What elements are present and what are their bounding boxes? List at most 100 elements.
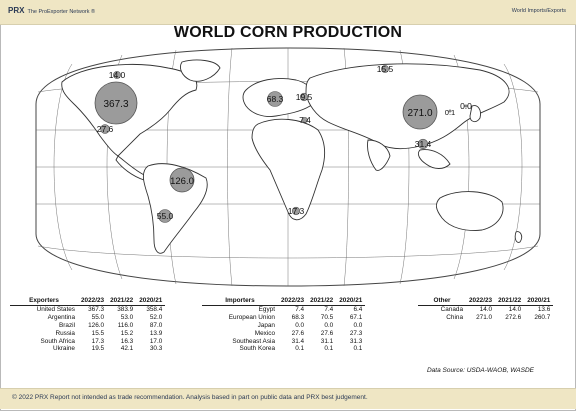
cell: 55.0 (91, 314, 105, 322)
japan (469, 105, 481, 123)
row-label: Southeast Asia (232, 337, 275, 345)
cell: 14.0 (479, 306, 493, 314)
africa (251, 118, 326, 221)
cell: 367.3 (88, 306, 105, 314)
exporters-table: Exporters 2022/23 2021/22 2020/21 United… (10, 296, 166, 353)
cell: 260.7 (534, 314, 551, 322)
cell: 27.6 (320, 329, 334, 337)
row-label: Brazil (59, 321, 75, 329)
importers-table: Importers 2022/23 2021/22 2020/21 Egypt 7… (202, 296, 366, 353)
table-header-row: Importers 2022/23 2021/22 2020/21 (202, 296, 366, 306)
column-header: 2022/23 (78, 296, 108, 306)
other-table: Other 2022/23 2021/22 2020/21 Canada 14.0… (418, 296, 554, 322)
row-label: Canada (440, 306, 463, 314)
cell: 17.0 (149, 337, 163, 345)
bubble-label-european-union: 68.3 (267, 94, 284, 104)
cell: 14.0 (508, 306, 522, 314)
cell: 13.6 (537, 306, 551, 314)
cell: 0.0 (324, 321, 334, 329)
bubble-label-egypt: 7.4 (299, 115, 311, 125)
bubble-china (402, 94, 438, 130)
column-header: Importers (202, 296, 278, 306)
cell: 70.5 (320, 314, 334, 322)
table-row: China 271.0 272.6 260.7 (418, 314, 553, 322)
cell: 272.6 (505, 314, 522, 322)
southeast-asia (417, 149, 451, 169)
column-header: 2022/23 (466, 296, 496, 306)
bubble-egypt (302, 117, 308, 123)
bubble-label-south-korea: 0.1 (445, 108, 455, 117)
row-label: China (446, 314, 463, 322)
bubble-label-china: 271.0 (407, 108, 432, 119)
bubble-label-canada: 14.0 (109, 70, 126, 80)
brand-subtitle: The ProExporter Network ® (27, 9, 96, 15)
header-bar: PRX The ProExporter Network ® World Impor… (0, 0, 576, 25)
brand-name: PRX (8, 6, 25, 15)
bubble-brazil (169, 167, 195, 193)
table-row: Southeast Asia 31.4 31.1 31.3 (202, 337, 365, 345)
cell: 30.3 (149, 345, 163, 353)
bubble-label-brazil: 126.0 (170, 176, 194, 187)
cell: 7.4 (295, 306, 305, 314)
bubble-label-japan: 0.0 (460, 101, 472, 111)
cell: 7.4 (324, 306, 334, 314)
page-title: WORLD CORN PRODUCTION (173, 24, 403, 41)
cell: 126.0 (88, 321, 105, 329)
row-label: European Union (228, 314, 275, 322)
cell: 0.1 (353, 345, 363, 353)
cell: 31.4 (291, 337, 305, 345)
table-row: United States 367.3 383.9 358.4 (10, 306, 165, 314)
table-row: Ukraine 19.5 42.1 30.3 (10, 345, 165, 353)
table-row: South Africa 17.3 16.3 17.0 (10, 337, 165, 345)
bubble-label-united-states: 367.3 (103, 99, 128, 110)
cell: 358.4 (146, 306, 163, 314)
bubble-united-states (94, 81, 138, 125)
column-header: 2022/23 (278, 296, 308, 306)
bubble-label-south-africa: 17.3 (288, 206, 305, 216)
column-header: 2021/22 (307, 296, 337, 306)
bubble-european-union (267, 91, 283, 107)
cell: 0.1 (295, 345, 305, 353)
cell: 87.0 (149, 321, 163, 329)
row-label: Ukraine (52, 345, 75, 353)
bubble-japan (464, 104, 468, 108)
cell: 383.9 (117, 306, 134, 314)
cell: 17.3 (91, 337, 105, 345)
table-row: Brazil 126.0 116.0 87.0 (10, 322, 165, 330)
table-header-row: Other 2022/23 2021/22 2020/21 (418, 296, 554, 306)
table-row: Mexico 27.6 27.6 27.3 (202, 329, 365, 337)
bubble-south-africa (291, 206, 301, 216)
header-tagline: World Imports/Exports (511, 8, 566, 14)
bubble-label-argentina: 55.0 (157, 211, 174, 221)
bubble-label-ukraine: 19.5 (296, 92, 313, 102)
cell: 0.1 (324, 345, 334, 353)
cell: 27.6 (291, 329, 305, 337)
bubble-russia (381, 65, 389, 73)
cell: 42.1 (120, 345, 134, 353)
column-header: Other (418, 296, 466, 306)
table-row: European Union 68.3 70.5 67.1 (202, 314, 365, 322)
row-label: Russia (55, 329, 75, 337)
column-header: 2020/21 (524, 296, 554, 306)
cell: 31.1 (320, 337, 334, 345)
bubble-southeast-asia (417, 138, 429, 150)
world-map: 14.0 367.3 27.6 126.0 55.0 68.3 19.5 15.… (35, 47, 541, 287)
column-header: Exporters (10, 296, 78, 306)
cell: 16.3 (120, 337, 134, 345)
cell: 19.5 (91, 345, 105, 353)
row-label: Argentina (47, 314, 75, 322)
bubble-ukraine (299, 92, 309, 102)
data-tables: Exporters 2022/23 2021/22 2020/21 United… (10, 296, 570, 376)
india (367, 139, 391, 171)
cell: 13.9 (149, 329, 163, 337)
cell: 271.0 (476, 314, 493, 322)
column-header: 2020/21 (136, 296, 166, 306)
row-label: Mexico (254, 329, 275, 337)
cell: 52.0 (149, 314, 163, 322)
cell: 53.0 (120, 314, 134, 322)
column-header: 2021/22 (107, 296, 137, 306)
table-row: South Korea 0.1 0.1 0.1 (202, 345, 365, 353)
bubble-label-mexico: 27.6 (97, 124, 114, 134)
row-label: United States (36, 306, 75, 314)
footer-bar: © 2022 PRX Report not intended as trade … (0, 388, 576, 409)
